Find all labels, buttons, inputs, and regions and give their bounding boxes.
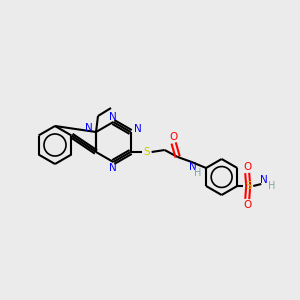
Text: O: O <box>243 162 251 172</box>
Text: N: N <box>260 175 268 185</box>
Text: N: N <box>85 123 93 133</box>
Text: H: H <box>268 181 275 191</box>
Text: O: O <box>243 200 251 210</box>
Text: S: S <box>143 147 150 157</box>
Text: N: N <box>134 124 142 134</box>
Text: H: H <box>194 168 201 178</box>
Text: N: N <box>189 162 196 172</box>
Text: N: N <box>110 163 117 173</box>
Text: S: S <box>245 181 251 191</box>
Text: O: O <box>169 132 178 142</box>
Text: N: N <box>110 112 117 122</box>
